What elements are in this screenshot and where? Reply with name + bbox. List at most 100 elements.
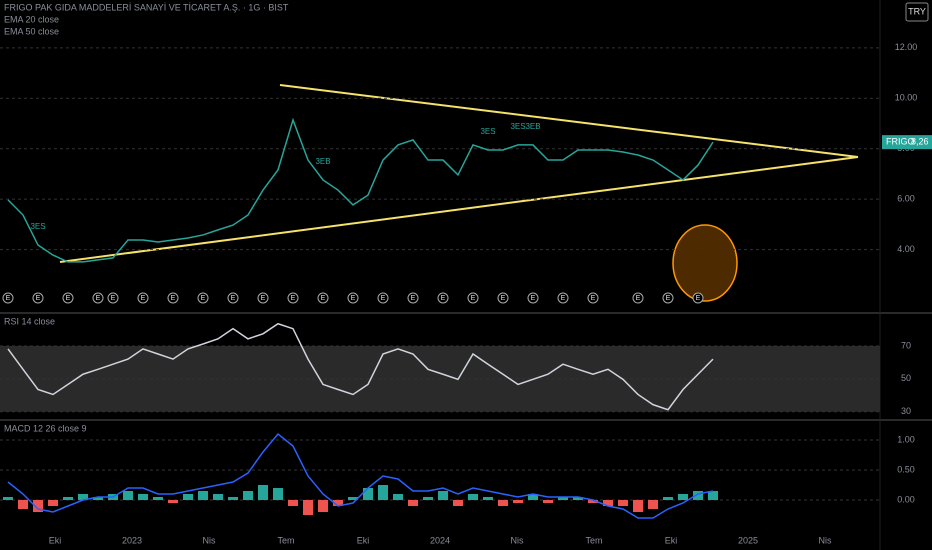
histogram-bar	[378, 485, 388, 500]
symbol-title: FRIGO PAK GIDA MADDELERİ SANAYİ VE TİCAR…	[4, 2, 289, 12]
event-label: E	[471, 295, 476, 302]
event-marker	[62, 292, 74, 304]
signal-label: 3ES	[30, 222, 45, 231]
event-marker	[407, 292, 419, 304]
histogram-bar	[303, 500, 313, 515]
histogram-bar	[48, 500, 58, 506]
histogram-bar	[213, 494, 223, 500]
histogram-bar	[408, 500, 418, 506]
x-tick-label: Nis	[511, 535, 524, 545]
event-label: E	[96, 295, 101, 302]
histogram-bar	[543, 500, 553, 503]
event-marker	[557, 292, 569, 304]
pane-title: RSI 14 close	[4, 316, 55, 326]
y-tick-label: 70	[901, 340, 911, 350]
histogram-bar	[138, 494, 148, 500]
event-label: E	[561, 295, 566, 302]
signal-label: 3ES	[510, 122, 525, 131]
y-tick-label: 0.00	[897, 494, 915, 504]
histogram-bar	[153, 497, 163, 500]
y-tick-label: 30	[901, 406, 911, 416]
histogram-bar	[318, 500, 328, 512]
histogram-bar	[273, 488, 283, 500]
histogram-bar	[618, 500, 628, 506]
event-marker	[497, 292, 509, 304]
event-label: E	[591, 295, 596, 302]
y-tick-label: 1.00	[897, 434, 915, 444]
series-line	[7, 322, 714, 411]
event-label: E	[291, 295, 296, 302]
histogram-bar	[498, 500, 508, 506]
y-tick-label: 0.50	[897, 464, 915, 474]
event-marker	[167, 292, 179, 304]
x-tick-label: Nis	[819, 535, 832, 545]
event-label: E	[261, 295, 266, 302]
x-tick-label: 2024	[430, 535, 450, 545]
currency-button[interactable]	[905, 2, 929, 22]
event-label: E	[36, 295, 41, 302]
event-marker	[587, 292, 599, 304]
histogram-bar	[288, 500, 298, 506]
histogram-bar	[678, 494, 688, 500]
histogram-bar	[558, 497, 568, 500]
event-marker	[32, 292, 44, 304]
event-label: E	[381, 295, 386, 302]
histogram-bar	[603, 500, 613, 506]
event-label: E	[351, 295, 356, 302]
event-marker	[632, 292, 644, 304]
histogram-bar	[258, 485, 268, 500]
event-marker	[107, 292, 119, 304]
event-marker	[227, 292, 239, 304]
x-tick-label: Eki	[49, 535, 62, 545]
indicator-line: EMA 20 close	[4, 14, 59, 24]
histogram-bar	[423, 497, 433, 500]
histogram-bar	[18, 500, 28, 509]
last-price: 8,26	[911, 137, 929, 147]
event-label: E	[696, 295, 701, 302]
event-label: E	[231, 295, 236, 302]
histogram-bar	[183, 494, 193, 500]
event-marker	[2, 292, 14, 304]
event-label: E	[6, 295, 11, 302]
histogram-bar	[198, 491, 208, 500]
y-tick-label: 50	[901, 373, 911, 383]
event-marker	[92, 292, 104, 304]
x-tick-label: Tem	[585, 535, 602, 545]
event-marker	[437, 292, 449, 304]
price-badge	[882, 135, 932, 150]
event-label: E	[201, 295, 206, 302]
series-line	[7, 432, 714, 519]
x-tick-label: Eki	[357, 535, 370, 545]
histogram-bar	[363, 488, 373, 500]
event-marker	[377, 292, 389, 304]
y-tick-label: 6.00	[897, 194, 915, 204]
signal-label: 3EB	[315, 157, 330, 166]
currency[interactable]: TRY	[908, 6, 926, 16]
event-label: E	[411, 295, 416, 302]
histogram-bar	[468, 494, 478, 500]
histogram-bar	[528, 494, 538, 500]
x-tick-label: 2023	[122, 535, 142, 545]
event-label: E	[666, 295, 671, 302]
event-marker	[287, 292, 299, 304]
x-tick-label: Nis	[203, 535, 216, 545]
event-label: E	[111, 295, 116, 302]
series-line	[7, 117, 714, 263]
x-tick-label: Tem	[277, 535, 294, 545]
trendline	[279, 84, 859, 158]
event-marker	[137, 292, 149, 304]
histogram-bar	[513, 500, 523, 503]
signal-label: 3EB	[525, 122, 540, 131]
y-tick-label: 10.00	[895, 93, 918, 103]
indicator-line: EMA 50 close	[4, 26, 59, 36]
histogram-bar	[333, 500, 343, 506]
histogram-bar	[63, 497, 73, 500]
pane-title: MACD 12 26 close 9	[4, 423, 87, 433]
event-marker	[467, 292, 479, 304]
histogram-bar	[663, 497, 673, 500]
event-label: E	[531, 295, 536, 302]
event-label: E	[636, 295, 641, 302]
event-label: E	[66, 295, 71, 302]
histogram-bar	[483, 497, 493, 500]
